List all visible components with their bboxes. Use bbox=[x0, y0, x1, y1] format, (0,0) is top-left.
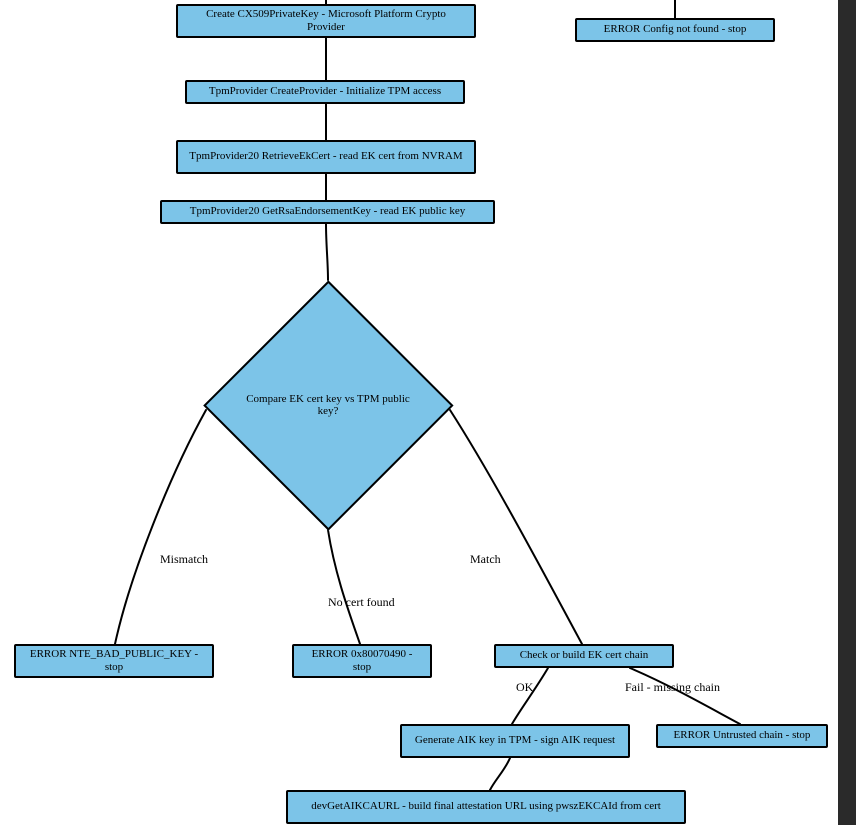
edge bbox=[328, 530, 360, 644]
diamond-label: Compare EK cert key vs TPM public key? bbox=[203, 280, 453, 530]
node-error-0x80070490: ERROR 0x80070490 - stop bbox=[292, 644, 432, 678]
edge bbox=[630, 668, 740, 724]
window-right-border bbox=[838, 0, 856, 825]
edge-label: Match bbox=[470, 552, 501, 567]
node-check-build-ek-chain: Check or build EK cert chain bbox=[494, 644, 674, 668]
node-error-untrusted-chain: ERROR Untrusted chain - stop bbox=[656, 724, 828, 748]
node-get-rsa-endorsement-key: TpmProvider20 GetRsaEndorsementKey - rea… bbox=[160, 200, 495, 224]
node-tpmprovider-createprovider: TpmProvider CreateProvider - Initialize … bbox=[185, 80, 465, 104]
edge bbox=[512, 668, 548, 724]
node-devgetaikcaurl: devGetAIKCAURL - build final attestation… bbox=[286, 790, 686, 824]
edge-label: OK bbox=[516, 680, 533, 695]
edge-label: Mismatch bbox=[160, 552, 208, 567]
decision-compare-ek-cert-key: Compare EK cert key vs TPM public key? bbox=[203, 280, 453, 530]
diagram-canvas: Create CX509PrivateKey - Microsoft Platf… bbox=[0, 0, 838, 825]
edge-label: Fail - missing chain bbox=[625, 680, 720, 695]
edge bbox=[490, 758, 510, 790]
edge-label: No cert found bbox=[328, 595, 395, 610]
node-error-nte-bad-public-key: ERROR NTE_BAD_PUBLIC_KEY - stop bbox=[14, 644, 214, 678]
edge bbox=[115, 410, 206, 644]
edge bbox=[450, 410, 582, 644]
edge bbox=[326, 224, 328, 280]
node-retrieve-ek-cert: TpmProvider20 RetrieveEkCert - read EK c… bbox=[176, 140, 476, 174]
node-create-cx509privatekey: Create CX509PrivateKey - Microsoft Platf… bbox=[176, 4, 476, 38]
node-generate-aik-key: Generate AIK key in TPM - sign AIK reque… bbox=[400, 724, 630, 758]
node-error-config-not-found: ERROR Config not found - stop bbox=[575, 18, 775, 42]
